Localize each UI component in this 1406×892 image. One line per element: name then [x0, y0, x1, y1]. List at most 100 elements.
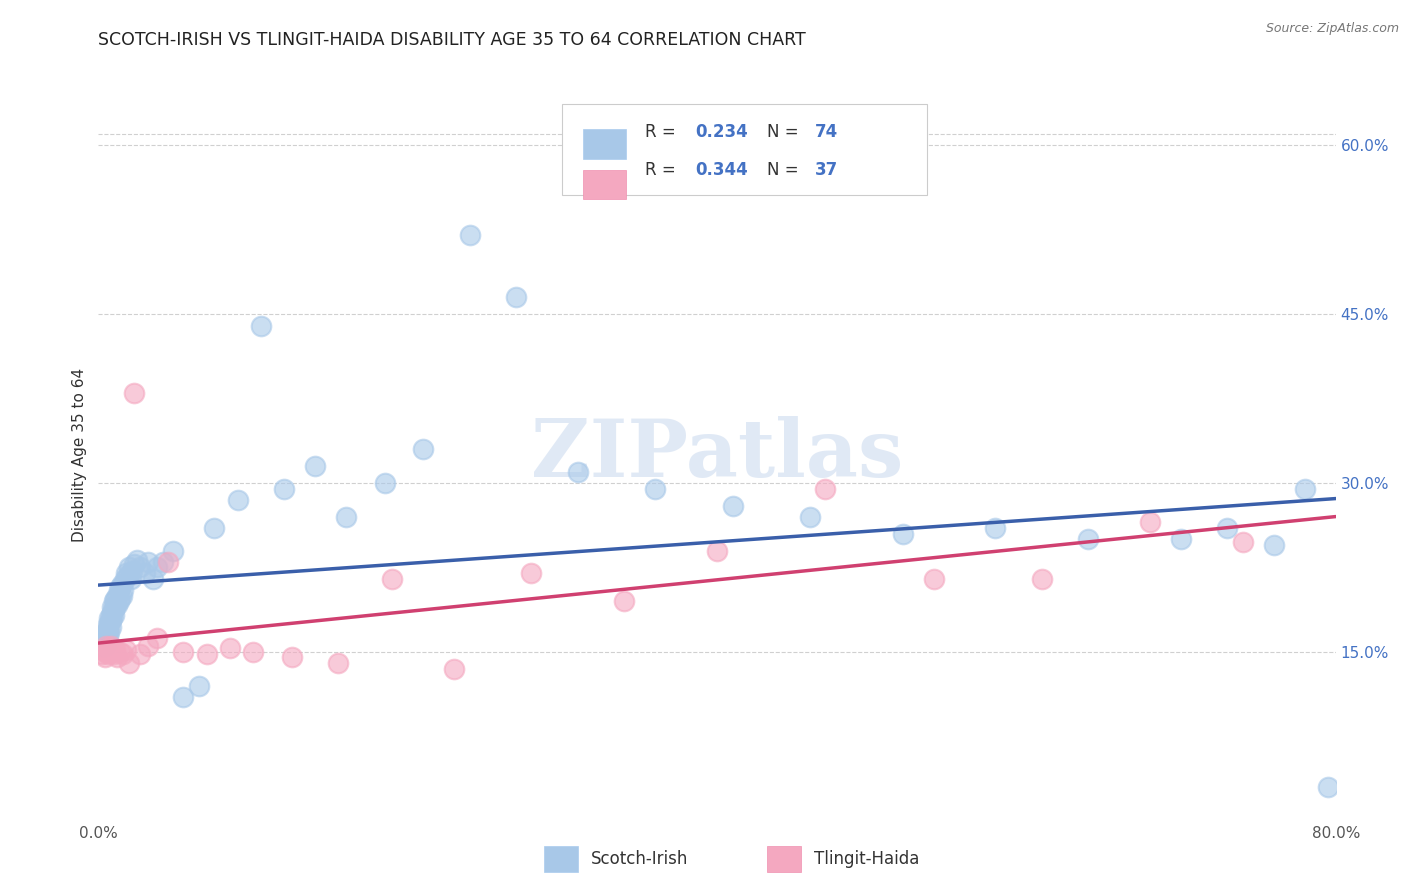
Point — [103, 594, 125, 608]
Text: 0.344: 0.344 — [695, 161, 748, 178]
Point — [326, 656, 350, 670]
Point — [120, 572, 142, 586]
Point — [250, 318, 273, 333]
Point — [93, 639, 115, 653]
Point — [101, 606, 124, 620]
Point — [146, 632, 169, 646]
Point — [136, 555, 159, 569]
Point — [721, 499, 744, 513]
Point — [381, 572, 404, 586]
Text: Source: ZipAtlas.com: Source: ZipAtlas.com — [1265, 22, 1399, 36]
Point — [1294, 482, 1316, 496]
Point — [118, 560, 141, 574]
Point — [281, 650, 304, 665]
Point — [1317, 780, 1340, 794]
FancyBboxPatch shape — [766, 847, 801, 871]
Point — [412, 442, 434, 457]
Point — [107, 594, 129, 608]
Point — [195, 647, 218, 661]
Y-axis label: Disability Age 35 to 64: Disability Age 35 to 64 — [72, 368, 87, 542]
Text: N =: N = — [766, 122, 803, 141]
Text: ZIPatlas: ZIPatlas — [531, 416, 903, 494]
Point — [115, 642, 138, 657]
Point — [706, 543, 728, 558]
Point — [98, 641, 121, 656]
Point — [1216, 521, 1239, 535]
Point — [242, 645, 264, 659]
Point — [105, 589, 128, 603]
Point — [105, 650, 128, 665]
Point — [122, 557, 145, 571]
Point — [162, 543, 184, 558]
Point — [458, 228, 481, 243]
Point — [118, 656, 141, 670]
Text: R =: R = — [645, 122, 682, 141]
FancyBboxPatch shape — [544, 847, 578, 871]
Point — [122, 386, 145, 401]
Point — [984, 521, 1007, 535]
Point — [112, 582, 135, 597]
Point — [104, 599, 127, 614]
Point — [98, 611, 121, 625]
Point — [104, 642, 127, 657]
Point — [142, 572, 165, 586]
Point — [567, 465, 589, 479]
Text: N =: N = — [766, 161, 803, 178]
Point — [335, 509, 357, 524]
Point — [103, 647, 125, 661]
Point — [112, 647, 135, 661]
Point — [104, 591, 127, 606]
Point — [93, 628, 115, 642]
Point — [97, 628, 120, 642]
Point — [115, 566, 138, 580]
Point — [96, 645, 118, 659]
Text: Tlingit-Haida: Tlingit-Haida — [814, 850, 920, 868]
Point — [520, 566, 543, 580]
Point — [108, 591, 131, 605]
Point — [107, 582, 129, 597]
Point — [90, 639, 112, 653]
Point — [98, 616, 121, 631]
Point — [91, 636, 114, 650]
Point — [100, 607, 122, 622]
Point — [93, 633, 115, 648]
FancyBboxPatch shape — [562, 103, 928, 195]
Point — [505, 290, 527, 304]
Point — [1139, 516, 1161, 530]
FancyBboxPatch shape — [583, 129, 626, 159]
Point — [100, 639, 122, 653]
Point — [101, 599, 124, 614]
Point — [173, 645, 195, 659]
FancyBboxPatch shape — [583, 169, 626, 199]
Point — [1077, 533, 1099, 547]
Point — [219, 641, 242, 656]
Point — [814, 482, 837, 496]
Point — [129, 647, 152, 661]
Point — [108, 580, 131, 594]
Point — [129, 560, 152, 574]
Point — [1263, 538, 1285, 552]
Point — [443, 662, 465, 676]
Point — [613, 594, 636, 608]
Text: Scotch-Irish: Scotch-Irish — [591, 850, 688, 868]
Point — [127, 552, 149, 566]
Point — [111, 577, 134, 591]
Text: 0.234: 0.234 — [695, 122, 748, 141]
Point — [97, 616, 120, 631]
Point — [152, 555, 174, 569]
Text: 37: 37 — [815, 161, 838, 178]
Point — [1170, 533, 1192, 547]
Point — [97, 623, 120, 637]
Point — [101, 611, 124, 625]
Point — [96, 624, 118, 639]
Point — [188, 679, 211, 693]
Point — [91, 632, 114, 646]
Point — [204, 521, 226, 535]
Point — [121, 564, 143, 578]
Point — [103, 602, 125, 616]
Point — [1031, 572, 1053, 586]
Point — [146, 560, 169, 574]
Point — [273, 482, 295, 496]
Point — [136, 639, 159, 653]
Text: SCOTCH-IRISH VS TLINGIT-HAIDA DISABILITY AGE 35 TO 64 CORRELATION CHART: SCOTCH-IRISH VS TLINGIT-HAIDA DISABILITY… — [98, 31, 806, 49]
